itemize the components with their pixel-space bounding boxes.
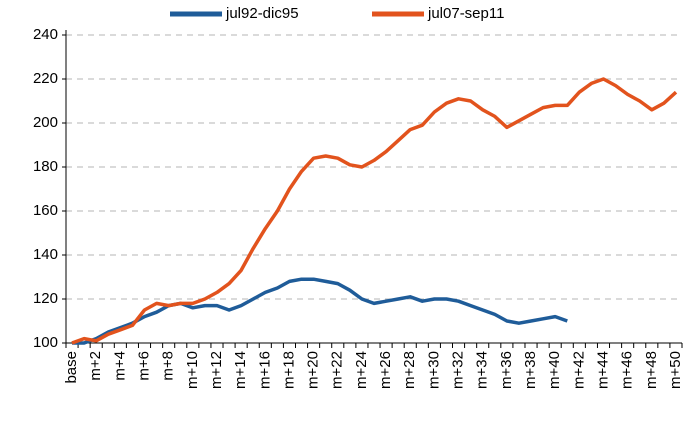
x-tick-label: m+10: [184, 351, 201, 389]
x-tick-label: m+48: [643, 351, 660, 389]
x-tick-label: m+42: [570, 351, 587, 389]
x-tick-label: m+18: [280, 351, 297, 389]
y-tick-label: 200: [33, 114, 58, 131]
legend-label: jul92-dic95: [225, 5, 299, 22]
x-tick-label: m+50: [667, 351, 684, 389]
x-tick-label: m+14: [232, 351, 249, 389]
x-tick-label: m+28: [401, 351, 418, 389]
x-tick-label: m+30: [425, 351, 442, 389]
y-tick-label: 140: [33, 246, 58, 263]
y-tick-label: 220: [33, 70, 58, 87]
x-tick-label: m+22: [329, 351, 346, 389]
x-tick-label: base: [63, 351, 80, 384]
y-tick-label: 160: [33, 202, 58, 219]
y-tick-label: 180: [33, 158, 58, 175]
x-tick-label: m+4: [111, 351, 128, 381]
x-tick-label: m+46: [619, 351, 636, 389]
x-tick-label: m+44: [594, 351, 611, 389]
y-tick-label: 240: [33, 26, 58, 43]
x-tick-label: m+20: [305, 351, 322, 389]
x-tick-label: m+38: [522, 351, 539, 389]
x-tick-label: m+26: [377, 351, 394, 389]
x-tick-label: m+40: [546, 351, 563, 389]
x-tick-label: m+6: [135, 351, 152, 381]
y-tick-label: 100: [33, 334, 58, 351]
y-tick-label: 120: [33, 290, 58, 307]
x-tick-label: m+36: [498, 351, 515, 389]
x-tick-label: m+16: [256, 351, 273, 389]
x-tick-label: m+2: [87, 351, 104, 381]
x-tick-label: m+12: [208, 351, 225, 389]
x-tick-label: m+32: [450, 351, 467, 389]
x-tick-label: m+24: [353, 351, 370, 389]
x-tick-label: m+8: [160, 351, 177, 381]
series-line: [72, 277, 568, 345]
x-tick-label: m+34: [474, 351, 491, 389]
series-line: [71, 77, 678, 345]
legend-label: jul07-sep11: [427, 5, 504, 22]
